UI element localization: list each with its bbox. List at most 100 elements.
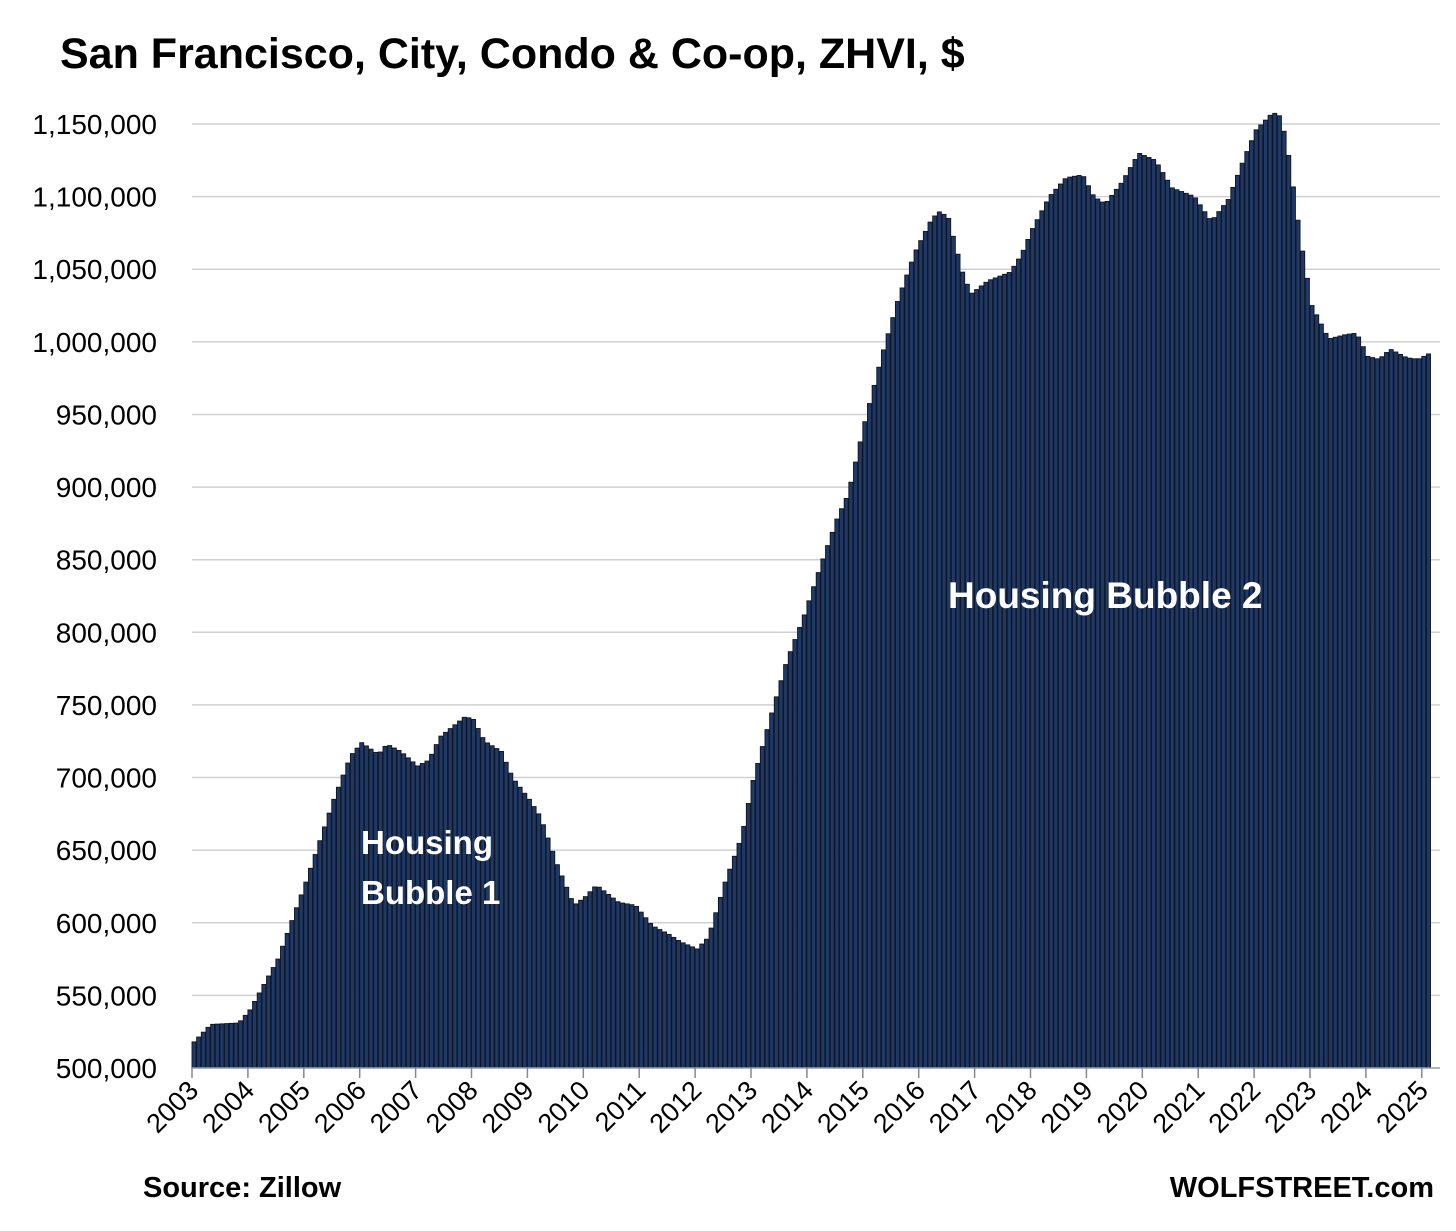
x-tick-label: 2011	[589, 1075, 651, 1137]
bar	[610, 897, 616, 1069]
bar	[1090, 194, 1096, 1069]
bar	[522, 792, 528, 1069]
x-tick-label: 2025	[1370, 1075, 1434, 1139]
bar	[755, 763, 761, 1069]
bar	[806, 600, 812, 1069]
bar	[1281, 130, 1287, 1069]
bar	[662, 931, 667, 1069]
bar	[270, 967, 276, 1069]
bar	[731, 855, 737, 1069]
bar	[1211, 217, 1217, 1069]
bar	[1011, 265, 1017, 1069]
bar	[335, 786, 341, 1069]
bar	[228, 1022, 234, 1069]
bar	[247, 1009, 253, 1069]
bar	[624, 903, 630, 1069]
x-tick-label: 2017	[923, 1075, 987, 1139]
y-tick-label: 800,000	[56, 617, 157, 648]
bar	[797, 627, 803, 1069]
bar	[233, 1022, 239, 1069]
bar	[1295, 219, 1301, 1069]
bar	[1169, 187, 1175, 1069]
chart-title: San Francisco, City, Condo & Co-op, ZHVI…	[60, 30, 965, 78]
bar	[256, 992, 262, 1069]
bar	[1057, 183, 1063, 1069]
bar	[564, 886, 570, 1069]
bar	[904, 274, 910, 1069]
bar	[1193, 197, 1199, 1069]
bar	[969, 292, 975, 1069]
bar	[759, 746, 765, 1069]
bar	[629, 904, 635, 1069]
bar	[1067, 176, 1073, 1069]
bar	[1356, 336, 1362, 1069]
y-tick-label: 1,000,000	[32, 327, 157, 358]
bar	[1025, 239, 1031, 1069]
bar	[294, 907, 299, 1069]
x-tick-label: 2012	[644, 1075, 708, 1139]
bar	[787, 651, 793, 1069]
annotations: Housing Bubble 1 Housing Bubble 2	[361, 575, 1263, 911]
bar	[834, 518, 840, 1069]
x-tick-label: 2021	[1147, 1075, 1211, 1139]
bar	[596, 886, 602, 1069]
bar	[550, 850, 556, 1069]
bar	[727, 868, 733, 1069]
bar	[531, 806, 537, 1069]
bar	[950, 235, 956, 1069]
bar	[196, 1036, 202, 1069]
bar	[578, 899, 584, 1069]
source-label: Source: Zillow	[143, 1172, 342, 1204]
bar	[862, 421, 868, 1069]
bar	[536, 813, 542, 1069]
bar	[317, 840, 323, 1069]
bar	[205, 1026, 211, 1069]
annotation-bubble-1-line2: Bubble 1	[361, 874, 500, 911]
bar	[801, 614, 807, 1069]
bar	[992, 277, 998, 1069]
bar	[512, 780, 518, 1069]
x-tick-label: 2006	[308, 1075, 372, 1139]
x-tick-label: 2007	[364, 1075, 428, 1139]
bar	[783, 664, 789, 1069]
x-axis-ticks: 2003200420052006200720082009201020112012…	[141, 1068, 1434, 1139]
bar	[1374, 358, 1380, 1069]
x-tick-label: 2019	[1035, 1075, 1099, 1139]
y-tick-label: 750,000	[56, 690, 157, 721]
x-tick-label: 2005	[252, 1075, 316, 1139]
x-tick-label: 2013	[700, 1075, 764, 1139]
x-tick-label: 2009	[476, 1075, 540, 1139]
bar	[652, 926, 658, 1069]
x-tick-label: 2010	[532, 1075, 596, 1139]
bar	[1286, 155, 1292, 1069]
bar	[773, 696, 779, 1069]
bar	[1346, 333, 1352, 1069]
bar	[1127, 167, 1133, 1069]
y-tick-label: 900,000	[56, 472, 157, 503]
bar	[1183, 192, 1189, 1069]
y-tick-label: 500,000	[56, 1053, 157, 1084]
bar	[1062, 178, 1068, 1069]
bar	[1095, 198, 1101, 1069]
bar	[1081, 176, 1087, 1069]
bar	[606, 894, 612, 1069]
bar	[983, 281, 989, 1069]
bar	[1342, 334, 1348, 1069]
bar	[1044, 201, 1049, 1069]
bar	[1393, 351, 1399, 1069]
bar	[345, 762, 351, 1069]
bar	[750, 779, 756, 1069]
y-tick-label: 950,000	[56, 399, 157, 430]
bar	[1006, 272, 1012, 1069]
bar	[717, 896, 723, 1069]
bar	[890, 317, 896, 1069]
bar	[1384, 352, 1390, 1069]
bar	[242, 1014, 248, 1069]
bar	[1272, 112, 1278, 1069]
bar	[876, 366, 882, 1069]
bar	[554, 864, 560, 1069]
bar	[843, 498, 849, 1069]
bar	[1426, 353, 1431, 1069]
bar	[419, 763, 425, 1069]
bar	[634, 906, 640, 1069]
